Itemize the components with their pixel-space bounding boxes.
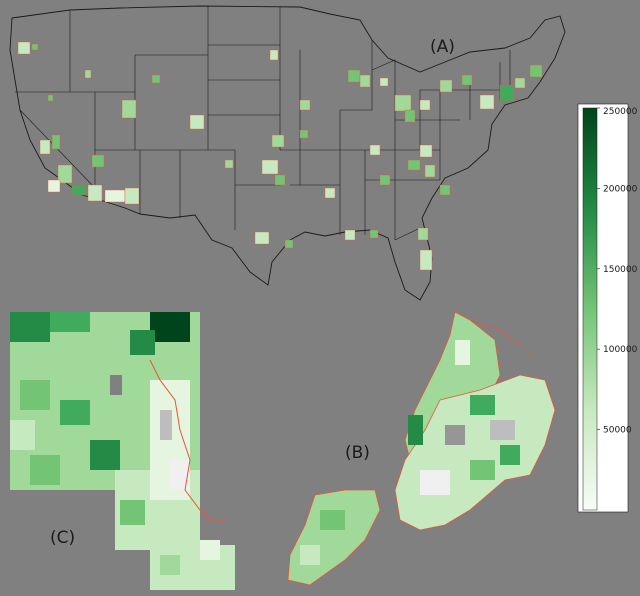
chicago-tract-map [10,312,235,590]
panel-label-a: (A) [430,37,455,57]
colorbar: 250000 200000 150000 100000 50000 [577,103,638,513]
state-borders [15,6,511,241]
us-outline [9,5,566,301]
colorbar-ramp [582,107,598,511]
panel-label-b: (B) [345,443,370,463]
us-map [9,5,566,301]
colorbar-tick-label: 50000 [603,426,632,436]
colorbar-tick-label: 200000 [603,184,638,194]
panel-label-c: (C) [50,528,75,548]
nyc-tract-map [287,311,556,586]
metro-tract-clusters [17,41,543,271]
colorbar-tick-label: 100000 [603,345,638,355]
colorbar-ticks: 250000 200000 150000 100000 50000 [597,107,638,436]
colorbar-tick-label: 250000 [603,107,638,117]
colorbar-tick-label: 150000 [603,265,638,275]
nyc-staten-island [287,489,381,586]
